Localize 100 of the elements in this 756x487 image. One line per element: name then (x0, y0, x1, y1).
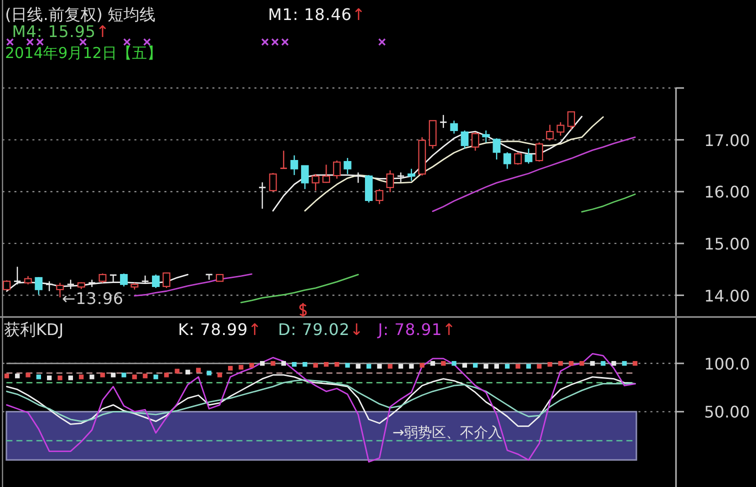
point (142, 374, 148, 378)
chart-subtitle: 2014年9月12日【五】 (5, 44, 162, 62)
band-label: →弱势区、不介入 (392, 424, 502, 441)
chart-title: 获利KDJ (4, 320, 64, 338)
candlestick (524, 148, 532, 164)
y-tick-label: 100.0 (704, 354, 750, 373)
point (430, 361, 436, 366)
point (420, 362, 424, 368)
point (90, 374, 94, 380)
point (228, 366, 233, 371)
candlestick (98, 272, 106, 284)
point (206, 370, 212, 376)
candlestick (492, 138, 500, 160)
annotation: J: 78.91↑ (377, 320, 456, 338)
candlestick (152, 274, 160, 289)
point (164, 372, 169, 378)
candlestick (354, 172, 362, 184)
point (196, 368, 201, 372)
y-tick-label: 16.00 (704, 182, 750, 202)
point (36, 374, 42, 380)
point (153, 374, 158, 380)
candlestick (460, 130, 469, 150)
point (579, 361, 584, 366)
point (302, 362, 308, 367)
candlestick (556, 122, 564, 136)
candlestick (162, 272, 170, 289)
point (388, 364, 392, 369)
point (324, 362, 329, 367)
chart-title: (日线.前复权) 短均线 (5, 4, 156, 24)
point (281, 361, 286, 366)
point (377, 364, 382, 369)
line-series (304, 116, 604, 212)
y-tick-label: 15.00 (704, 234, 750, 253)
candlestick (503, 152, 512, 170)
point (600, 361, 606, 366)
y-tick-label: 17.00 (704, 130, 750, 150)
point (313, 362, 318, 368)
point (270, 361, 276, 366)
point (132, 374, 137, 380)
candlestick (546, 124, 554, 141)
point (441, 361, 446, 366)
candlestick (269, 172, 277, 192)
line-series (6, 353, 636, 463)
candlestick (439, 114, 448, 128)
point (611, 361, 616, 366)
point (46, 376, 52, 380)
annotation: K: 78.99↑ (178, 320, 262, 338)
text: M4: 15.95↑ (12, 22, 110, 40)
candlestick (535, 142, 544, 162)
point (558, 361, 563, 366)
point (484, 364, 488, 369)
point (516, 364, 520, 369)
point (292, 362, 297, 367)
candlestick (471, 131, 480, 152)
point (568, 361, 574, 366)
candlestick (290, 154, 298, 176)
candlestick (13, 266, 22, 285)
candlestick (141, 274, 150, 284)
candlestick (344, 157, 352, 175)
point (15, 374, 20, 378)
point (185, 370, 190, 374)
candlestick (333, 160, 341, 180)
point (334, 362, 340, 367)
point (249, 362, 254, 368)
point (409, 364, 414, 369)
point (494, 364, 499, 369)
candlestick (120, 272, 128, 288)
point (452, 361, 456, 366)
point (366, 364, 372, 369)
point (548, 362, 552, 367)
point (217, 372, 222, 378)
point (260, 361, 265, 366)
candlestick (280, 150, 288, 170)
point (462, 362, 468, 368)
candlestick (376, 188, 384, 205)
point (632, 361, 638, 366)
point (26, 372, 30, 378)
point (356, 364, 361, 369)
point (68, 376, 73, 380)
point (174, 368, 180, 374)
point (110, 372, 116, 378)
candlestick (567, 111, 576, 130)
point (526, 364, 531, 369)
point (472, 362, 478, 368)
candlestick (109, 274, 118, 284)
point (78, 374, 84, 380)
point (504, 364, 510, 369)
text: M1: 18.46↑ (268, 4, 366, 24)
candlestick (312, 173, 320, 192)
point (345, 362, 350, 368)
point (398, 364, 404, 369)
point (622, 361, 627, 366)
candlestick (34, 276, 43, 296)
candlestick (450, 120, 458, 134)
point (238, 364, 244, 370)
point (122, 372, 126, 378)
candlestick (482, 130, 490, 144)
candlestick (386, 170, 394, 193)
annotation: ←13.96 (62, 288, 124, 308)
candlestick (514, 152, 522, 166)
